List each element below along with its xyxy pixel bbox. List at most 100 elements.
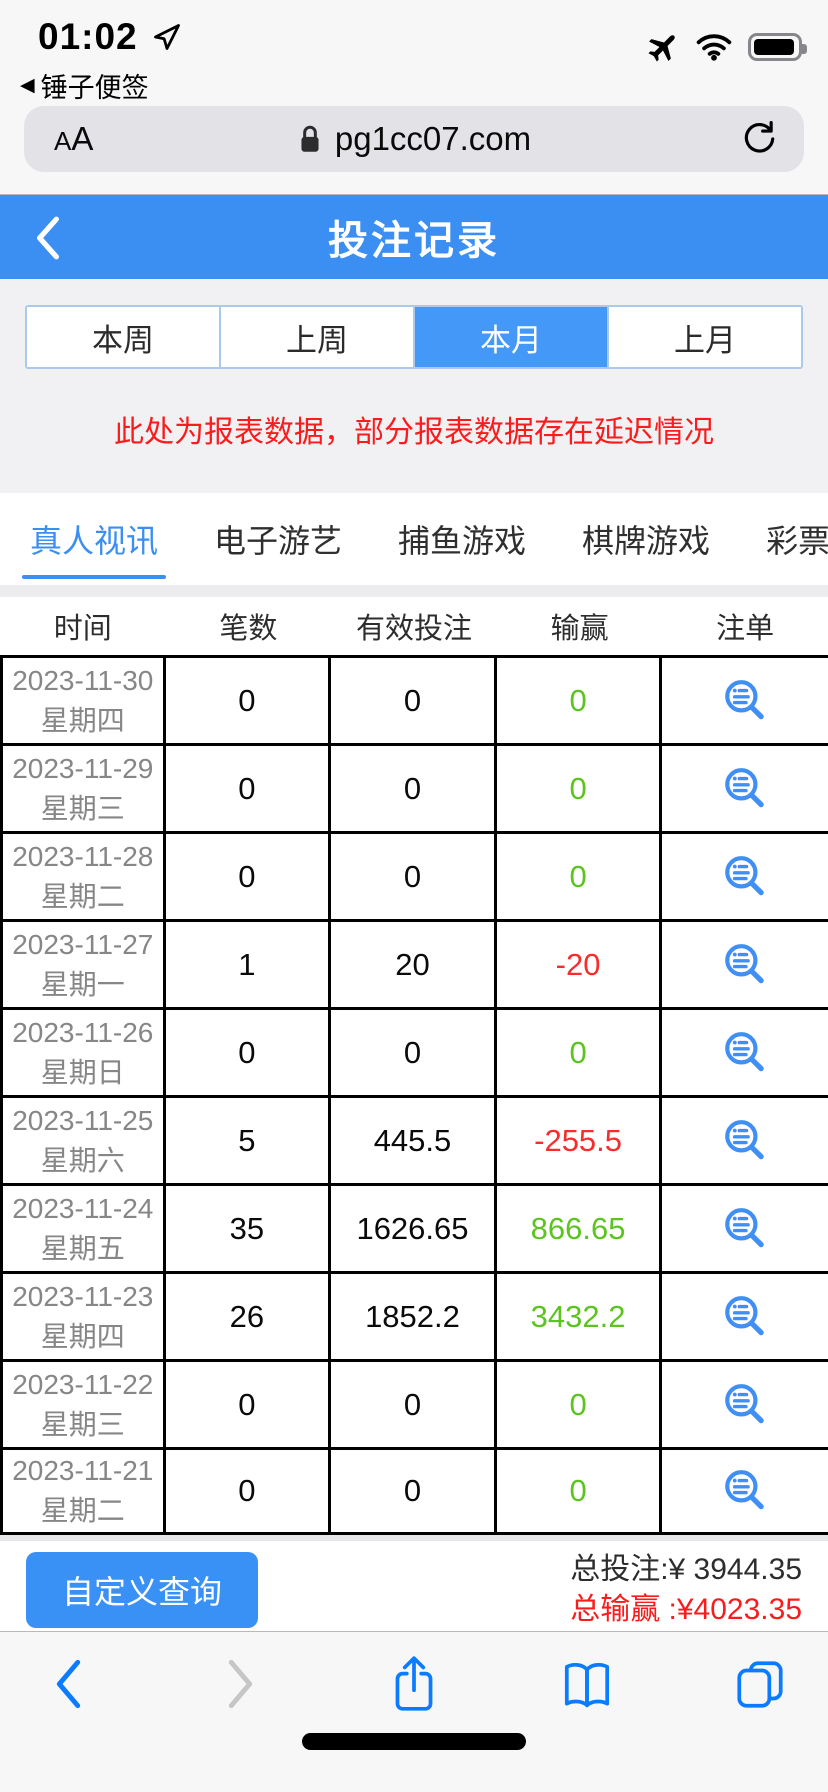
cell-date: 2023-11-28 星期二 [0, 834, 166, 919]
cell-slip[interactable] [662, 922, 828, 1007]
cell-winloss: 0 [497, 834, 663, 919]
cell-count: 0 [166, 834, 332, 919]
cell-slip[interactable] [662, 1450, 828, 1532]
cell-slip[interactable] [662, 1010, 828, 1095]
cell-date: 2023-11-21 星期二 [0, 1450, 166, 1532]
cell-date: 2023-11-30 星期四 [0, 658, 166, 743]
search-detail-icon[interactable] [721, 765, 769, 813]
date-text: 2023-11-24 [12, 1192, 154, 1224]
reader-text-size-button[interactable]: AA [54, 120, 94, 157]
table-row: 2023-11-24 星期五 35 1626.65 866.65 [0, 1183, 828, 1271]
date-text: 2023-11-28 [12, 840, 154, 872]
padlock-icon [297, 123, 323, 155]
date-text: 2023-11-26 [12, 1016, 154, 1048]
date-text: 2023-11-22 [12, 1368, 154, 1400]
period-tab-label: 本周 [92, 322, 154, 358]
search-detail-icon[interactable] [721, 941, 769, 989]
cell-winloss: 0 [497, 1010, 663, 1095]
browser-forward-icon [211, 1654, 271, 1714]
cell-count: 0 [166, 1362, 332, 1447]
page-header: 投注记录 [0, 195, 828, 279]
safari-url-section: AA pg1cc07.com [0, 100, 828, 195]
page-back-button[interactable] [34, 215, 62, 261]
cell-count: 0 [166, 1010, 332, 1095]
cell-slip[interactable] [662, 746, 828, 831]
weekday-text: 星期一 [40, 968, 125, 1000]
period-tab[interactable]: 上周 [219, 307, 413, 367]
back-to-app-breadcrumb[interactable]: ◀ 锤子便签 [20, 66, 149, 105]
category-tab-label: 棋牌游戏 [582, 523, 711, 559]
cell-date: 2023-11-26 星期日 [0, 1010, 166, 1095]
category-tab[interactable]: 真人视讯 [21, 493, 167, 585]
cell-valid-bet: 0 [331, 1450, 497, 1532]
report-delay-notice: 此处为报表数据，部分报表数据存在延迟情况 [114, 416, 714, 449]
category-tab-label: 捕鱼游戏 [398, 523, 527, 559]
table-body: 2023-11-30 星期四 0 0 0 2023-11-29 星期三 0 0 … [0, 655, 828, 1535]
search-detail-icon[interactable] [721, 677, 769, 725]
cell-count: 0 [166, 658, 332, 743]
safari-toolbar [0, 1631, 828, 1792]
cell-date: 2023-11-29 星期三 [0, 746, 166, 831]
airplane-mode-icon [646, 30, 680, 64]
share-icon[interactable] [384, 1654, 444, 1714]
date-text: 2023-11-29 [12, 752, 154, 784]
cell-slip[interactable] [662, 1362, 828, 1447]
cell-winloss: -255.5 [497, 1098, 663, 1183]
cell-winloss: -20 [497, 922, 663, 1007]
cell-slip[interactable] [662, 1098, 828, 1183]
wifi-icon [696, 33, 732, 61]
reload-icon[interactable] [740, 120, 778, 158]
weekday-text: 星期四 [40, 1320, 125, 1352]
category-tab[interactable]: 捕鱼游戏 [398, 493, 526, 585]
cell-slip[interactable] [662, 658, 828, 743]
weekday-text: 星期日 [40, 1056, 125, 1088]
address-bar[interactable]: AA pg1cc07.com [24, 106, 804, 172]
col-header-count: 笔数 [219, 613, 278, 645]
cell-date: 2023-11-27 星期一 [0, 922, 166, 1007]
cell-slip[interactable] [662, 1274, 828, 1359]
cell-slip[interactable] [662, 834, 828, 919]
total-win-text: 总输赢 :¥4023.35 [570, 1593, 802, 1626]
category-tab-label: 彩票游戏 [766, 523, 828, 559]
totals: 总投注:¥ 3944.35 总输赢 :¥4023.35 [570, 1550, 802, 1631]
weekday-text: 星期三 [40, 1408, 125, 1440]
search-detail-icon[interactable] [721, 1205, 769, 1253]
browser-back-icon[interactable] [38, 1654, 98, 1714]
page-title: 投注记录 [328, 219, 500, 263]
home-indicator[interactable] [302, 1733, 526, 1750]
category-tabs: 真人视讯 电子游艺 捕鱼游戏 棋牌游戏 彩票游戏 [0, 493, 828, 585]
category-tab[interactable]: 棋牌游戏 [582, 493, 710, 585]
search-detail-icon[interactable] [721, 853, 769, 901]
weekday-text: 星期二 [40, 1495, 125, 1526]
cell-date: 2023-11-24 星期五 [0, 1186, 166, 1271]
search-detail-icon[interactable] [721, 1467, 769, 1515]
category-tab[interactable]: 电子游艺 [214, 493, 342, 585]
summary-bar: 自定义查询 总投注:¥ 3944.35 总输赢 :¥4023.35 [0, 1535, 828, 1639]
cell-date: 2023-11-22 星期三 [0, 1362, 166, 1447]
back-triangle-icon: ◀ [20, 75, 35, 96]
cell-date: 2023-11-23 星期四 [0, 1274, 166, 1359]
weekday-text: 星期三 [40, 792, 125, 824]
table-row: 2023-11-26 星期日 0 0 0 [0, 1007, 828, 1095]
status-bar: 01:02 ◀ 锤子便签 [0, 0, 828, 103]
total-bet-text: 总投注:¥ 3944.35 [570, 1552, 802, 1586]
tabs-icon[interactable] [730, 1654, 790, 1714]
cell-count: 26 [166, 1274, 332, 1359]
category-tab[interactable]: 彩票游戏 [766, 493, 828, 585]
search-detail-icon[interactable] [721, 1117, 769, 1165]
search-detail-icon[interactable] [721, 1381, 769, 1429]
bookmarks-icon[interactable] [557, 1654, 617, 1714]
period-tab[interactable]: 本月 [413, 307, 607, 367]
period-tab[interactable]: 本周 [27, 307, 219, 367]
cell-winloss: 0 [497, 658, 663, 743]
table-row: 2023-11-30 星期四 0 0 0 [0, 655, 828, 743]
weekday-text: 星期五 [40, 1232, 125, 1264]
search-detail-icon[interactable] [721, 1029, 769, 1077]
period-tabs: 本周 上周 本月 上月 [25, 305, 803, 369]
period-tab[interactable]: 上月 [607, 307, 801, 367]
search-detail-icon[interactable] [721, 1293, 769, 1341]
cell-winloss: 3432.2 [497, 1274, 663, 1359]
col-header-valid-bet: 有效投注 [355, 613, 472, 645]
cell-slip[interactable] [662, 1186, 828, 1271]
custom-query-button[interactable]: 自定义查询 [26, 1552, 259, 1628]
